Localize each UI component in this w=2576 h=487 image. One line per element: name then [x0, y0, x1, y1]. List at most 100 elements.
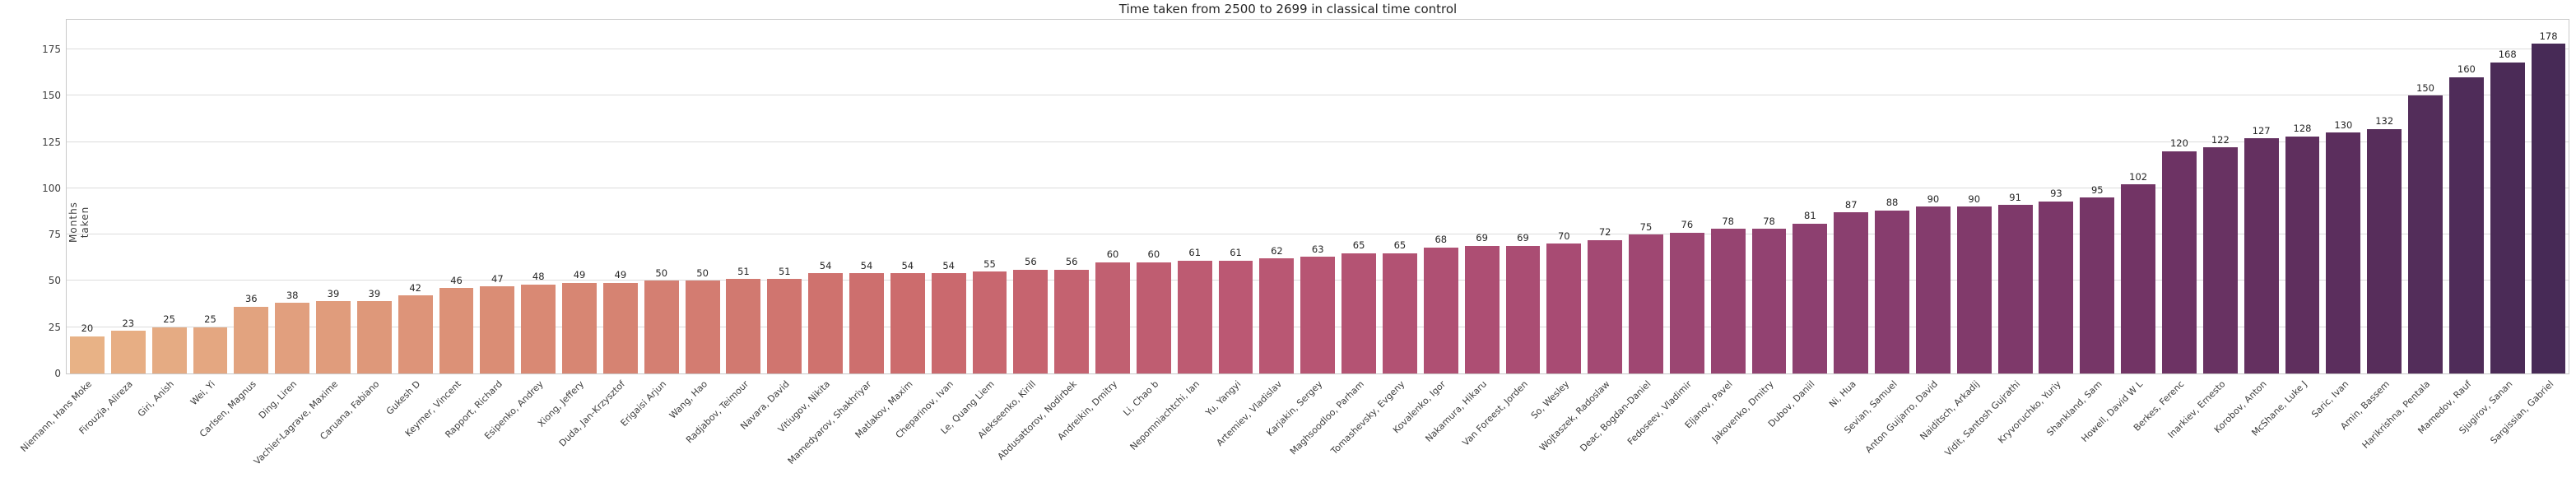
bar-column: 56 Alekseenko, Kirill: [975, 20, 1051, 441]
bars-container: 20 Niemann, Hans Moke 23 Firouzja, Alireza 2…: [19, 20, 2569, 467]
bar-column: 102 Howell, David W L: [2080, 20, 2159, 444]
bar-value-label: 160: [2457, 63, 2476, 76]
bar-value-label: 122: [2211, 133, 2230, 146]
bar-column: 39 Vachier-Lagrave, Maxime: [252, 20, 354, 467]
bar: [2162, 151, 2197, 373]
bar: [2367, 128, 2402, 373]
bar-column: 23 Firouzja, Alireza: [77, 20, 149, 437]
bar-column: 78 Eljanov, Pavel: [1683, 20, 1749, 430]
bar-value-label: 61: [1230, 247, 1242, 259]
x-tick-label: Ni, Hua: [1827, 378, 1858, 410]
bar-column: 120 Berkes, Ferenc: [2132, 20, 2200, 434]
bar-value-label: 62: [1271, 244, 1283, 257]
y-tick-label: 100: [42, 182, 61, 194]
bar-value-label: 20: [81, 322, 94, 335]
bar-column: 49 Duda, Jan-Krzysztof: [557, 20, 641, 449]
y-tick-label: 75: [48, 229, 61, 241]
bar-value-label: 23: [122, 317, 135, 329]
bar-column: 150 Harikrishna, Pentala: [2360, 20, 2446, 451]
bar: [726, 279, 761, 373]
x-tick-label: Wei, Yi: [188, 378, 217, 408]
bar-value-label: 25: [163, 313, 175, 326]
bar-value-label: 81: [1804, 210, 1816, 222]
bar-column: 20 Niemann, Hans Moke: [19, 20, 108, 454]
bar: [2326, 132, 2361, 373]
bar-column: 65 Maghsoodloo, Parham: [1287, 20, 1379, 457]
bar-column: 39 Caruana, Fabiano: [318, 20, 395, 442]
plot-area: Months taken 20 Niemann, Hans Moke 23 Firou…: [19, 19, 2569, 467]
bar: [1136, 262, 1171, 373]
bar: [69, 336, 105, 373]
bar: [1095, 262, 1130, 373]
bar-column: 128 McShane, Luke J: [2250, 20, 2323, 438]
bar-column: 68 Kovalenko, Igor: [1391, 20, 1462, 435]
bar: [1259, 258, 1295, 373]
bar-value-label: 72: [1598, 226, 1611, 239]
bar-value-label: 120: [2169, 137, 2188, 150]
bar: [1013, 269, 1049, 373]
bar-column: 46 Keymer, Vincent: [403, 20, 477, 438]
bar-value-label: 68: [1434, 234, 1448, 246]
x-tick-label: Yu, Yangyi: [1203, 378, 1244, 419]
x-tick-label: Nepomniachtchi, Ian: [1128, 378, 1202, 452]
bar-value-label: 90: [1968, 192, 1981, 205]
bar: [602, 282, 638, 373]
bar-column: 122 Inarkiev, Ernesto: [2165, 20, 2241, 440]
bar-value-label: 36: [244, 293, 258, 305]
bar-value-label: 55: [983, 257, 996, 270]
bar: [1751, 229, 1787, 373]
bar: [1054, 269, 1090, 373]
bar-value-label: 54: [819, 259, 832, 271]
bar-column: 168 Sjugirov, Sanan: [2457, 20, 2528, 436]
bar: [1546, 244, 1582, 373]
x-tick-label: Abdusattorov, Nodirbek: [995, 378, 1079, 462]
bar-column: 42 Gukesh D: [384, 20, 436, 417]
x-tick-label: Giri, Anish: [136, 378, 177, 420]
x-tick-label: Vachier-Lagrave, Maxime: [252, 378, 341, 467]
bar: [2121, 184, 2156, 373]
x-tick-label: Ding, Liren: [257, 378, 300, 421]
gridline: [67, 141, 2569, 142]
bar-column: 48 Esipenko, Andrey: [482, 20, 559, 442]
x-tick-label: Maghsoodloo, Parham: [1287, 378, 1366, 457]
bar-column: 178 Sargissian, Gabriel: [2488, 20, 2569, 446]
bar-column: 87 Ni, Hua: [1827, 20, 1872, 410]
bar-value-label: 178: [2539, 30, 2558, 42]
bar-value-label: 91: [2009, 191, 2021, 203]
bar: [1341, 253, 1376, 373]
bar: [1834, 212, 1869, 373]
bar-value-label: 76: [1681, 219, 1694, 231]
bar-column: 54 Mamedyarov, Shakhriyar: [786, 20, 887, 466]
bar-value-label: 49: [614, 269, 627, 281]
bar-value-label: 25: [204, 313, 216, 326]
bar: [439, 288, 474, 373]
bar-value-label: 39: [368, 287, 381, 299]
bar: [2408, 95, 2443, 373]
bar: [1218, 260, 1253, 373]
bar-value-label: 128: [2293, 123, 2312, 135]
bar-column: 75 Deac, Bogdan-Daniel: [1578, 20, 1667, 454]
y-tick-label: 50: [48, 275, 61, 287]
x-tick-label: Niemann, Hans Moke: [18, 378, 95, 454]
bar-value-label: 51: [778, 265, 791, 277]
y-tick-label: 125: [42, 136, 61, 148]
bar: [110, 331, 146, 373]
bar-column: 54 Matlakov, Maxim: [853, 20, 928, 440]
bar-value-label: 42: [409, 281, 421, 294]
bar-value-label: 90: [1927, 192, 1940, 205]
bar: [480, 286, 515, 373]
bar-column: 65 Tomashevsky, Evgeny: [1329, 20, 1421, 457]
bar-value-label: 87: [1844, 198, 1858, 211]
bar: [2490, 62, 2525, 373]
bar-value-label: 39: [327, 287, 340, 299]
bar: [316, 301, 351, 373]
bar-value-label: 127: [2252, 124, 2271, 137]
bar-column: 47 Rapport, Richard: [443, 20, 518, 440]
bar-value-label: 54: [901, 259, 914, 271]
bar-value-label: 60: [1106, 248, 1119, 261]
bar-column: 81 Dubov, Daniil: [1766, 20, 1830, 429]
bar: [521, 284, 556, 373]
bar: [2531, 44, 2566, 373]
bar-column: 70 So, Wesley: [1528, 20, 1584, 421]
bar-value-label: 130: [2334, 118, 2353, 131]
